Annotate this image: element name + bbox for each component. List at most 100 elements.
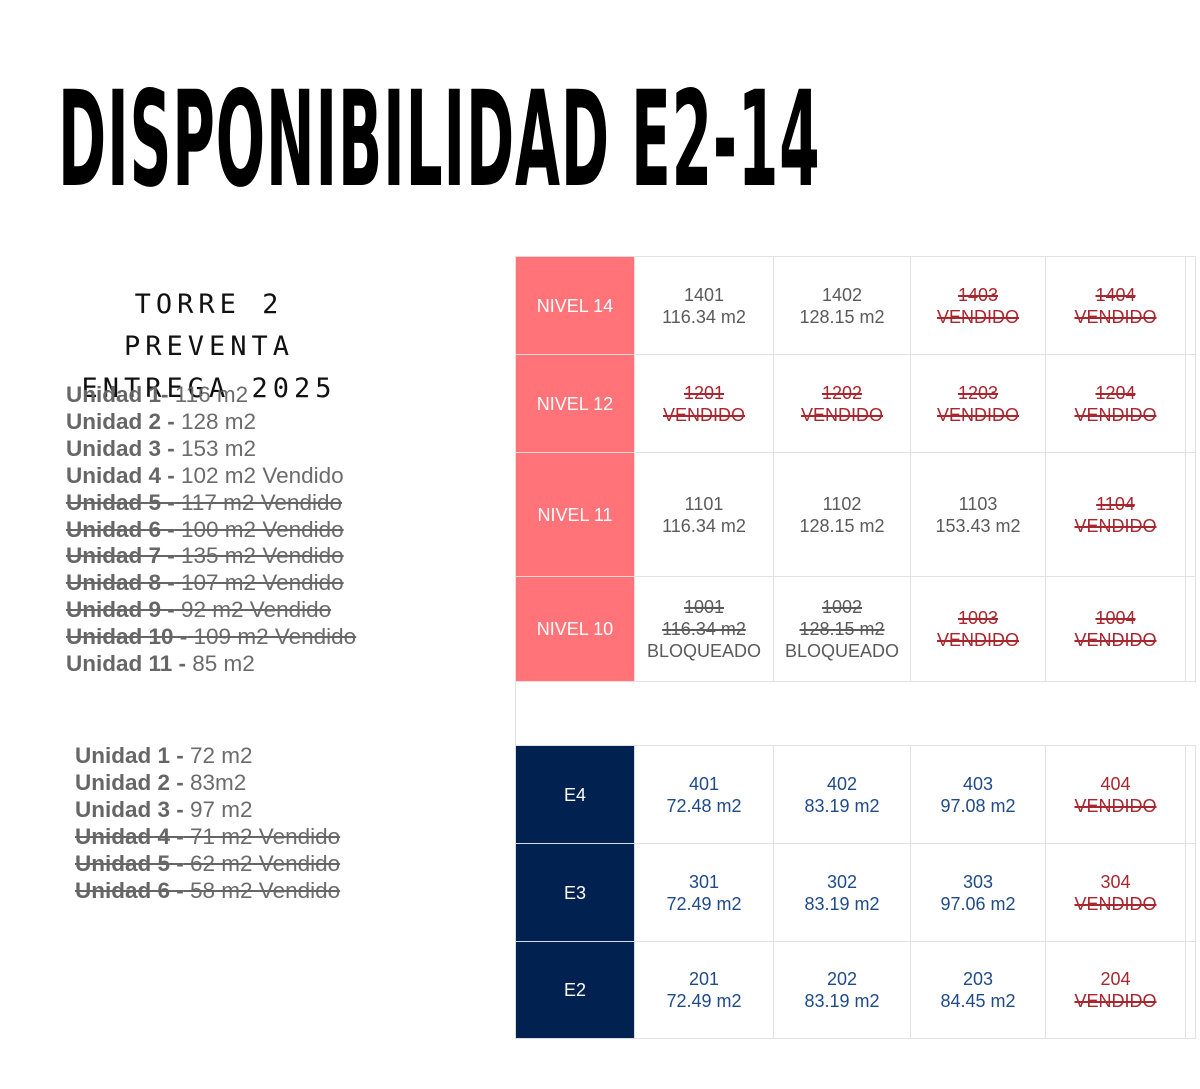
unit-status: VENDIDO <box>1074 795 1157 816</box>
grid-spacer-row <box>515 681 1196 746</box>
unit-label: Unidad 6 - <box>66 516 175 542</box>
unit-cell-available[interactable]: 1402 128.15 m2 <box>773 256 911 355</box>
unit-item-sold: Unidad 5 - 62 m2 Vendido <box>75 851 340 878</box>
unit-number: 1004 <box>1095 608 1136 628</box>
unit-number: 303 <box>962 871 994 892</box>
unit-status: VENDIDO <box>1074 630 1157 650</box>
unit-status: BLOQUEADO <box>784 641 900 661</box>
unit-item: Unidad 1 - 72 m2 <box>75 743 340 770</box>
page-title: DISPONIBILIDAD E2-14 <box>58 63 821 217</box>
unit-label: Unidad 2 - <box>75 769 184 795</box>
unit-number: 1402 <box>821 284 863 305</box>
unit-cell-available[interactable]: 402 83.19 m2 <box>773 745 911 844</box>
unit-area: 153.43 m2 <box>935 515 1021 536</box>
unit-cell-available[interactable]: 1102 128.15 m2 <box>773 452 911 577</box>
unit-number: 402 <box>826 773 858 794</box>
unit-item: Unidad 4 - 102 m2 Vendido <box>66 463 356 490</box>
unit-cell-available[interactable]: 203 84.45 m2 <box>910 941 1046 1039</box>
unit-cell-sold[interactable]: 404 VENDIDO <box>1045 745 1186 844</box>
cropped-cell <box>1185 452 1196 577</box>
grid-row-nivel-10: NIVEL 10 1001 116.34 m2 BLOQUEADO 1002 128.… <box>515 576 1196 682</box>
unit-area: 72.49 m2 <box>666 991 742 1011</box>
unit-cell-available[interactable]: 403 97.08 m2 <box>910 745 1046 844</box>
unit-cell-blocked[interactable]: 1002 128.15 m2 BLOQUEADO <box>773 576 911 682</box>
unit-cell-available[interactable]: 401 72.48 m2 <box>634 745 774 844</box>
unit-area: 116.34 m2 <box>662 515 746 536</box>
unit-detail: 109 m2 Vendido <box>187 624 357 650</box>
unit-cell-available[interactable]: 301 72.49 m2 <box>634 843 774 942</box>
unit-cell-sold[interactable]: 204 VENDIDO <box>1045 941 1186 1039</box>
unit-status: VENDIDO <box>662 404 745 425</box>
unit-area: 128.15 m2 <box>799 619 885 639</box>
unit-cell-available[interactable]: 1401 116.34 m2 <box>634 256 774 355</box>
unit-area: 97.08 m2 <box>940 795 1016 816</box>
unit-cell-sold[interactable]: 1004 VENDIDO <box>1045 576 1186 682</box>
unit-number: 1102 <box>822 493 862 514</box>
unit-cell-sold[interactable]: 1003 VENDIDO <box>910 576 1046 682</box>
unit-cell-available[interactable]: 302 83.19 m2 <box>773 843 911 942</box>
unit-cell-blocked[interactable]: 1001 116.34 m2 BLOQUEADO <box>634 576 774 682</box>
tower-heading-line1: TORRE 2 PREVENTA <box>123 289 295 362</box>
unit-number: 1002 <box>821 597 863 617</box>
unit-label: Unidad 10 - <box>66 624 188 650</box>
unit-item-sold: Unidad 4 - 71 m2 Vendido <box>75 824 340 851</box>
tower-heading: TORRE 2 PREVENTA ENTREGA 2025 <box>44 284 374 410</box>
unit-label: Unidad 1- <box>66 382 169 407</box>
lower-unit-list: Unidad 1 - 72 m2 Unidad 2 - 83m2 Unidad … <box>75 743 340 904</box>
unit-cell-sold[interactable]: 1403 VENDIDO <box>910 256 1046 355</box>
unit-cell-available[interactable]: 303 97.06 m2 <box>910 843 1046 942</box>
unit-cell-available[interactable]: 1101 116.34 m2 <box>634 452 774 577</box>
unit-cell-available[interactable]: 201 72.49 m2 <box>634 941 774 1039</box>
unit-detail: 71 m2 Vendido <box>183 823 341 849</box>
unit-item: Unidad 3 - 97 m2 <box>75 797 340 824</box>
unit-cell-sold[interactable]: 1404 VENDIDO <box>1045 256 1186 355</box>
unit-label: Unidad 4 - <box>75 823 184 849</box>
unit-label: Unidad 8 - <box>66 570 175 596</box>
unit-label: Unidad 9 - <box>66 597 175 623</box>
grid-row-nivel-12: NIVEL 12 1201 VENDIDO 1202 VENDIDO 1203 VEN… <box>515 354 1196 453</box>
unit-cell-sold[interactable]: 1201 VENDIDO <box>634 354 774 453</box>
unit-area: 84.45 m2 <box>940 991 1016 1011</box>
unit-cell-sold[interactable]: 1202 VENDIDO <box>773 354 911 453</box>
tower-heading-line2: ENTREGA 2025 <box>81 373 337 404</box>
unit-number: 401 <box>688 773 720 794</box>
unit-number: 1103 <box>958 493 998 514</box>
unit-label: Unidad 3 - <box>66 435 175 461</box>
unit-number: 1001 <box>683 597 725 617</box>
unit-number: 1104 <box>1096 493 1135 514</box>
unit-cell-available[interactable]: 202 83.19 m2 <box>773 941 911 1039</box>
level-header: E2 <box>515 941 635 1039</box>
level-header: NIVEL 14 <box>515 256 635 355</box>
unit-area: 116.34 m2 <box>662 306 746 327</box>
unit-number: 403 <box>962 773 994 794</box>
unit-detail: 153 m2 <box>174 435 257 461</box>
cropped-cell <box>1185 354 1196 453</box>
unit-number: 201 <box>688 969 720 989</box>
unit-number: 1101 <box>684 493 724 514</box>
unit-status: VENDIDO <box>1074 404 1157 425</box>
unit-label: Unidad 11 - <box>66 651 187 677</box>
unit-cell-sold[interactable]: 1203 VENDIDO <box>910 354 1046 453</box>
unit-item-sold: Unidad 5 - 117 m2 Vendido <box>66 490 356 517</box>
level-header: E4 <box>515 745 635 844</box>
cropped-cell <box>1185 745 1196 844</box>
unit-detail: 102 m2 Vendido <box>174 462 344 488</box>
unit-cell-sold[interactable]: 1204 VENDIDO <box>1045 354 1186 453</box>
unit-item-sold: Unidad 10 - 109 m2 Vendido <box>66 624 356 651</box>
unit-cell-available[interactable]: 1103 153.43 m2 <box>910 452 1046 577</box>
unit-status: VENDIDO <box>1074 991 1157 1011</box>
unit-area: 116.34 m2 <box>662 619 746 639</box>
unit-item: Unidad 3 - 153 m2 <box>66 436 356 463</box>
unit-cell-sold[interactable]: 304 VENDIDO <box>1045 843 1186 942</box>
unit-label: Unidad 3 - <box>75 796 184 822</box>
unit-label: Unidad 6 - <box>75 877 184 903</box>
unit-cell-sold[interactable]: 1104 VENDIDO <box>1045 452 1186 577</box>
unit-number: 202 <box>826 969 858 989</box>
level-header: NIVEL 11 <box>515 452 635 577</box>
unit-status: VENDIDO <box>936 306 1019 327</box>
level-header: NIVEL 12 <box>515 354 635 453</box>
unit-number: 1403 <box>957 284 999 305</box>
unit-label: Unidad 7 - <box>66 543 175 569</box>
unit-number: 304 <box>1100 871 1131 892</box>
unit-detail: 135 m2 Vendido <box>174 543 344 569</box>
